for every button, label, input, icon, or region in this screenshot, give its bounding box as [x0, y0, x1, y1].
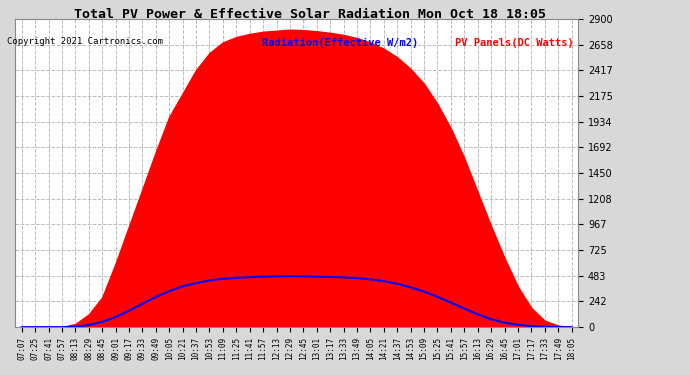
- Text: Copyright 2021 Cartronics.com: Copyright 2021 Cartronics.com: [7, 38, 163, 46]
- Text: PV Panels(DC Watts): PV Panels(DC Watts): [455, 38, 574, 48]
- Text: Total PV Power & Effective Solar Radiation Mon Oct 18 18:05: Total PV Power & Effective Solar Radiati…: [75, 8, 546, 21]
- Text: Radiation(Effective W/m2): Radiation(Effective W/m2): [262, 38, 418, 48]
